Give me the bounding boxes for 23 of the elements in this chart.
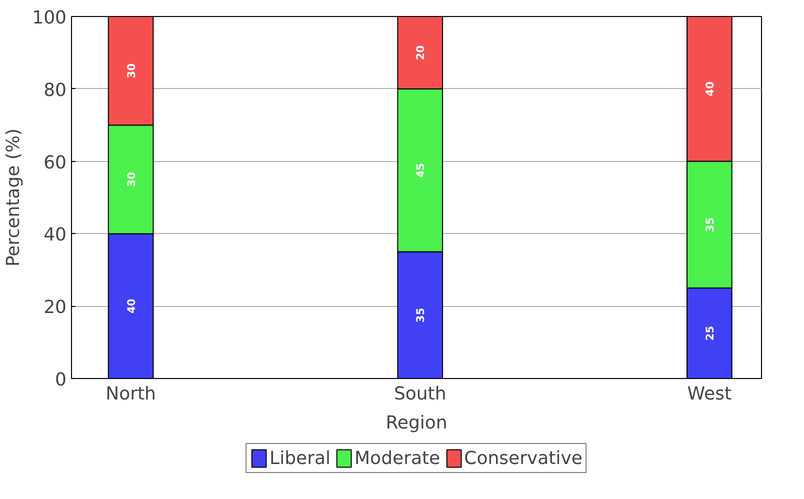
y-tick-label: 20	[44, 297, 66, 318]
data-label: 40	[124, 298, 138, 314]
data-label: 20	[414, 45, 428, 60]
data-label: 30	[124, 172, 138, 187]
y-tick-label: 100	[32, 8, 67, 28]
y-tick-label: 80	[44, 80, 66, 101]
data-label: 30	[124, 63, 138, 78]
legend-label: Conservative	[464, 448, 582, 468]
y-tick-label: 60	[44, 152, 66, 174]
data-label: 35	[703, 217, 716, 232]
legend-label: Moderate	[354, 448, 440, 468]
legend-label: Liberal	[270, 448, 331, 468]
x-tick-label: North	[106, 384, 156, 404]
data-label: 45	[414, 162, 428, 178]
data-label: 35	[414, 308, 428, 323]
x-tick-label: South	[394, 384, 446, 404]
y-axis-title: Percentage (%)	[3, 128, 24, 267]
data-label: 25	[703, 326, 716, 341]
x-tick-label: West	[687, 384, 732, 404]
y-tick-label: 40	[44, 224, 66, 246]
data-label: 40	[703, 81, 716, 96]
x-axis-title: Region	[386, 412, 448, 434]
y-tick-label: 0	[55, 370, 66, 390]
